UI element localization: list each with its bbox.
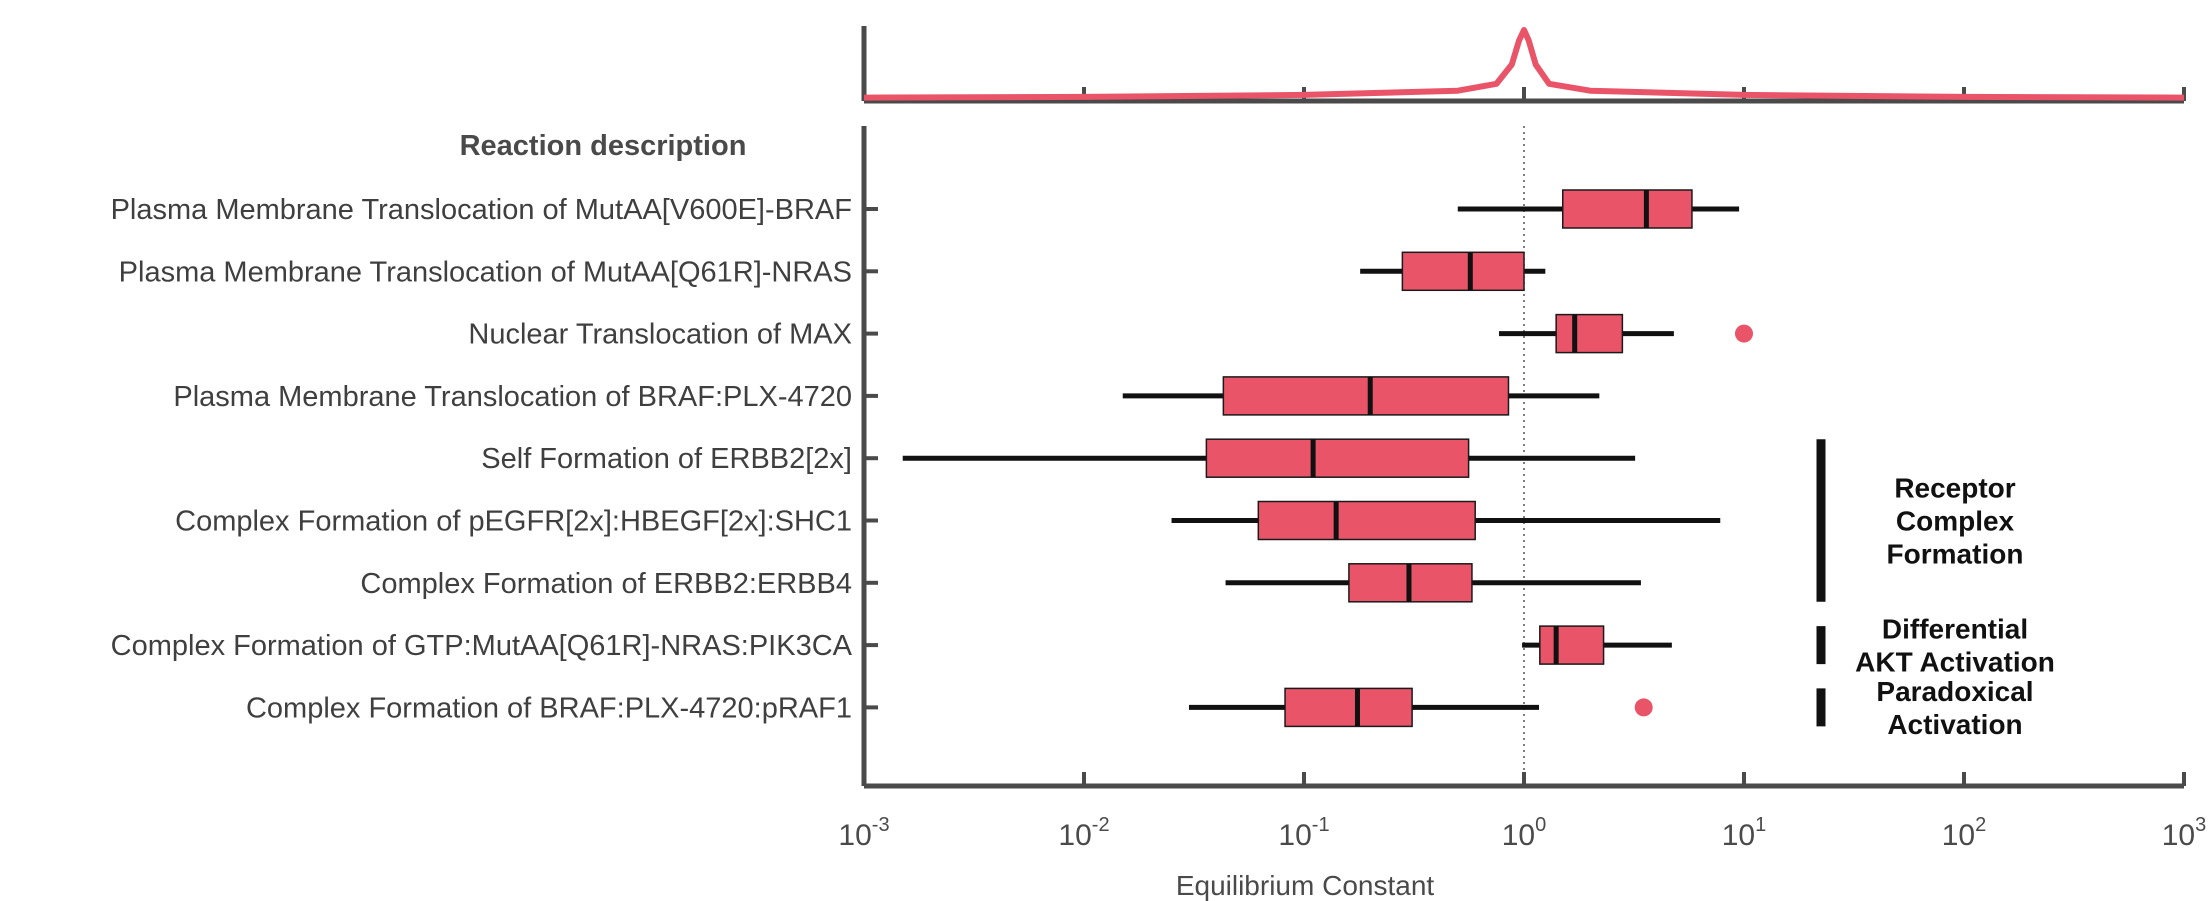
row-label: Complex Formation of ERBB2:ERBB4 — [360, 568, 852, 600]
row-label: Complex Formation of GTP:MutAA[Q61R]-NRA… — [111, 630, 853, 662]
row-label: Complex Formation of pEGFR[2x]:HBEGF[2x]… — [175, 506, 852, 538]
iqr-box — [1222, 376, 1510, 416]
outlier-layer — [1634, 324, 1753, 717]
group-label: Activation — [1887, 709, 2022, 740]
iqr-box — [1561, 189, 1693, 229]
iqr-box — [1284, 687, 1413, 728]
group-label: Formation — [1887, 539, 2024, 570]
iqr-box — [1555, 313, 1624, 354]
row-label: Plasma Membrane Translocation of BRAF:PL… — [173, 381, 852, 413]
row-label: Complex Formation of BRAF:PLX-4720:pRAF1 — [246, 692, 852, 724]
x-tick-label: 100 — [1502, 814, 1547, 852]
x-tick-label: 10-1 — [1278, 814, 1329, 852]
column-header: Reaction description — [460, 130, 747, 162]
iqr-box — [1539, 625, 1605, 665]
density-curve — [863, 27, 2185, 101]
x-tick-label: 101 — [1722, 814, 1767, 852]
row-label: Self Formation of ERBB2[2x] — [481, 443, 852, 475]
x-tick-label: 103 — [2162, 814, 2207, 852]
row-label: Nuclear Translocation of MAX — [468, 319, 852, 351]
row-label: Plasma Membrane Translocation of MutAA[Q… — [119, 256, 852, 288]
outlier-point — [1735, 324, 1753, 343]
outlier-point — [1634, 698, 1653, 717]
group-label: Receptor — [1894, 473, 2015, 504]
axes-layer: 10-3 10-2 10-1 100 101 102 103 — [838, 26, 2206, 852]
box-layer — [1205, 189, 1693, 728]
row-label-layer: Plasma Membrane Translocation of MutAA[V… — [111, 194, 853, 724]
group-label: Differential — [1882, 614, 2028, 645]
marginal-density-layer — [863, 27, 2185, 101]
row-label: Plasma Membrane Translocation of MutAA[V… — [111, 194, 852, 226]
x-tick-label: 10-3 — [838, 814, 889, 852]
group-label: Paradoxical — [1876, 676, 2033, 707]
x-axis-title: Equilibrium Constant — [1176, 870, 1435, 901]
x-tick-label: 102 — [1942, 814, 1987, 852]
iqr-box — [1257, 500, 1476, 541]
iqr-box — [1401, 251, 1525, 292]
group-label: Complex — [1896, 506, 2015, 537]
iqr-box — [1205, 438, 1470, 478]
group-label: AKT Activation — [1855, 647, 2055, 678]
x-tick-label: 10-2 — [1058, 814, 1109, 852]
